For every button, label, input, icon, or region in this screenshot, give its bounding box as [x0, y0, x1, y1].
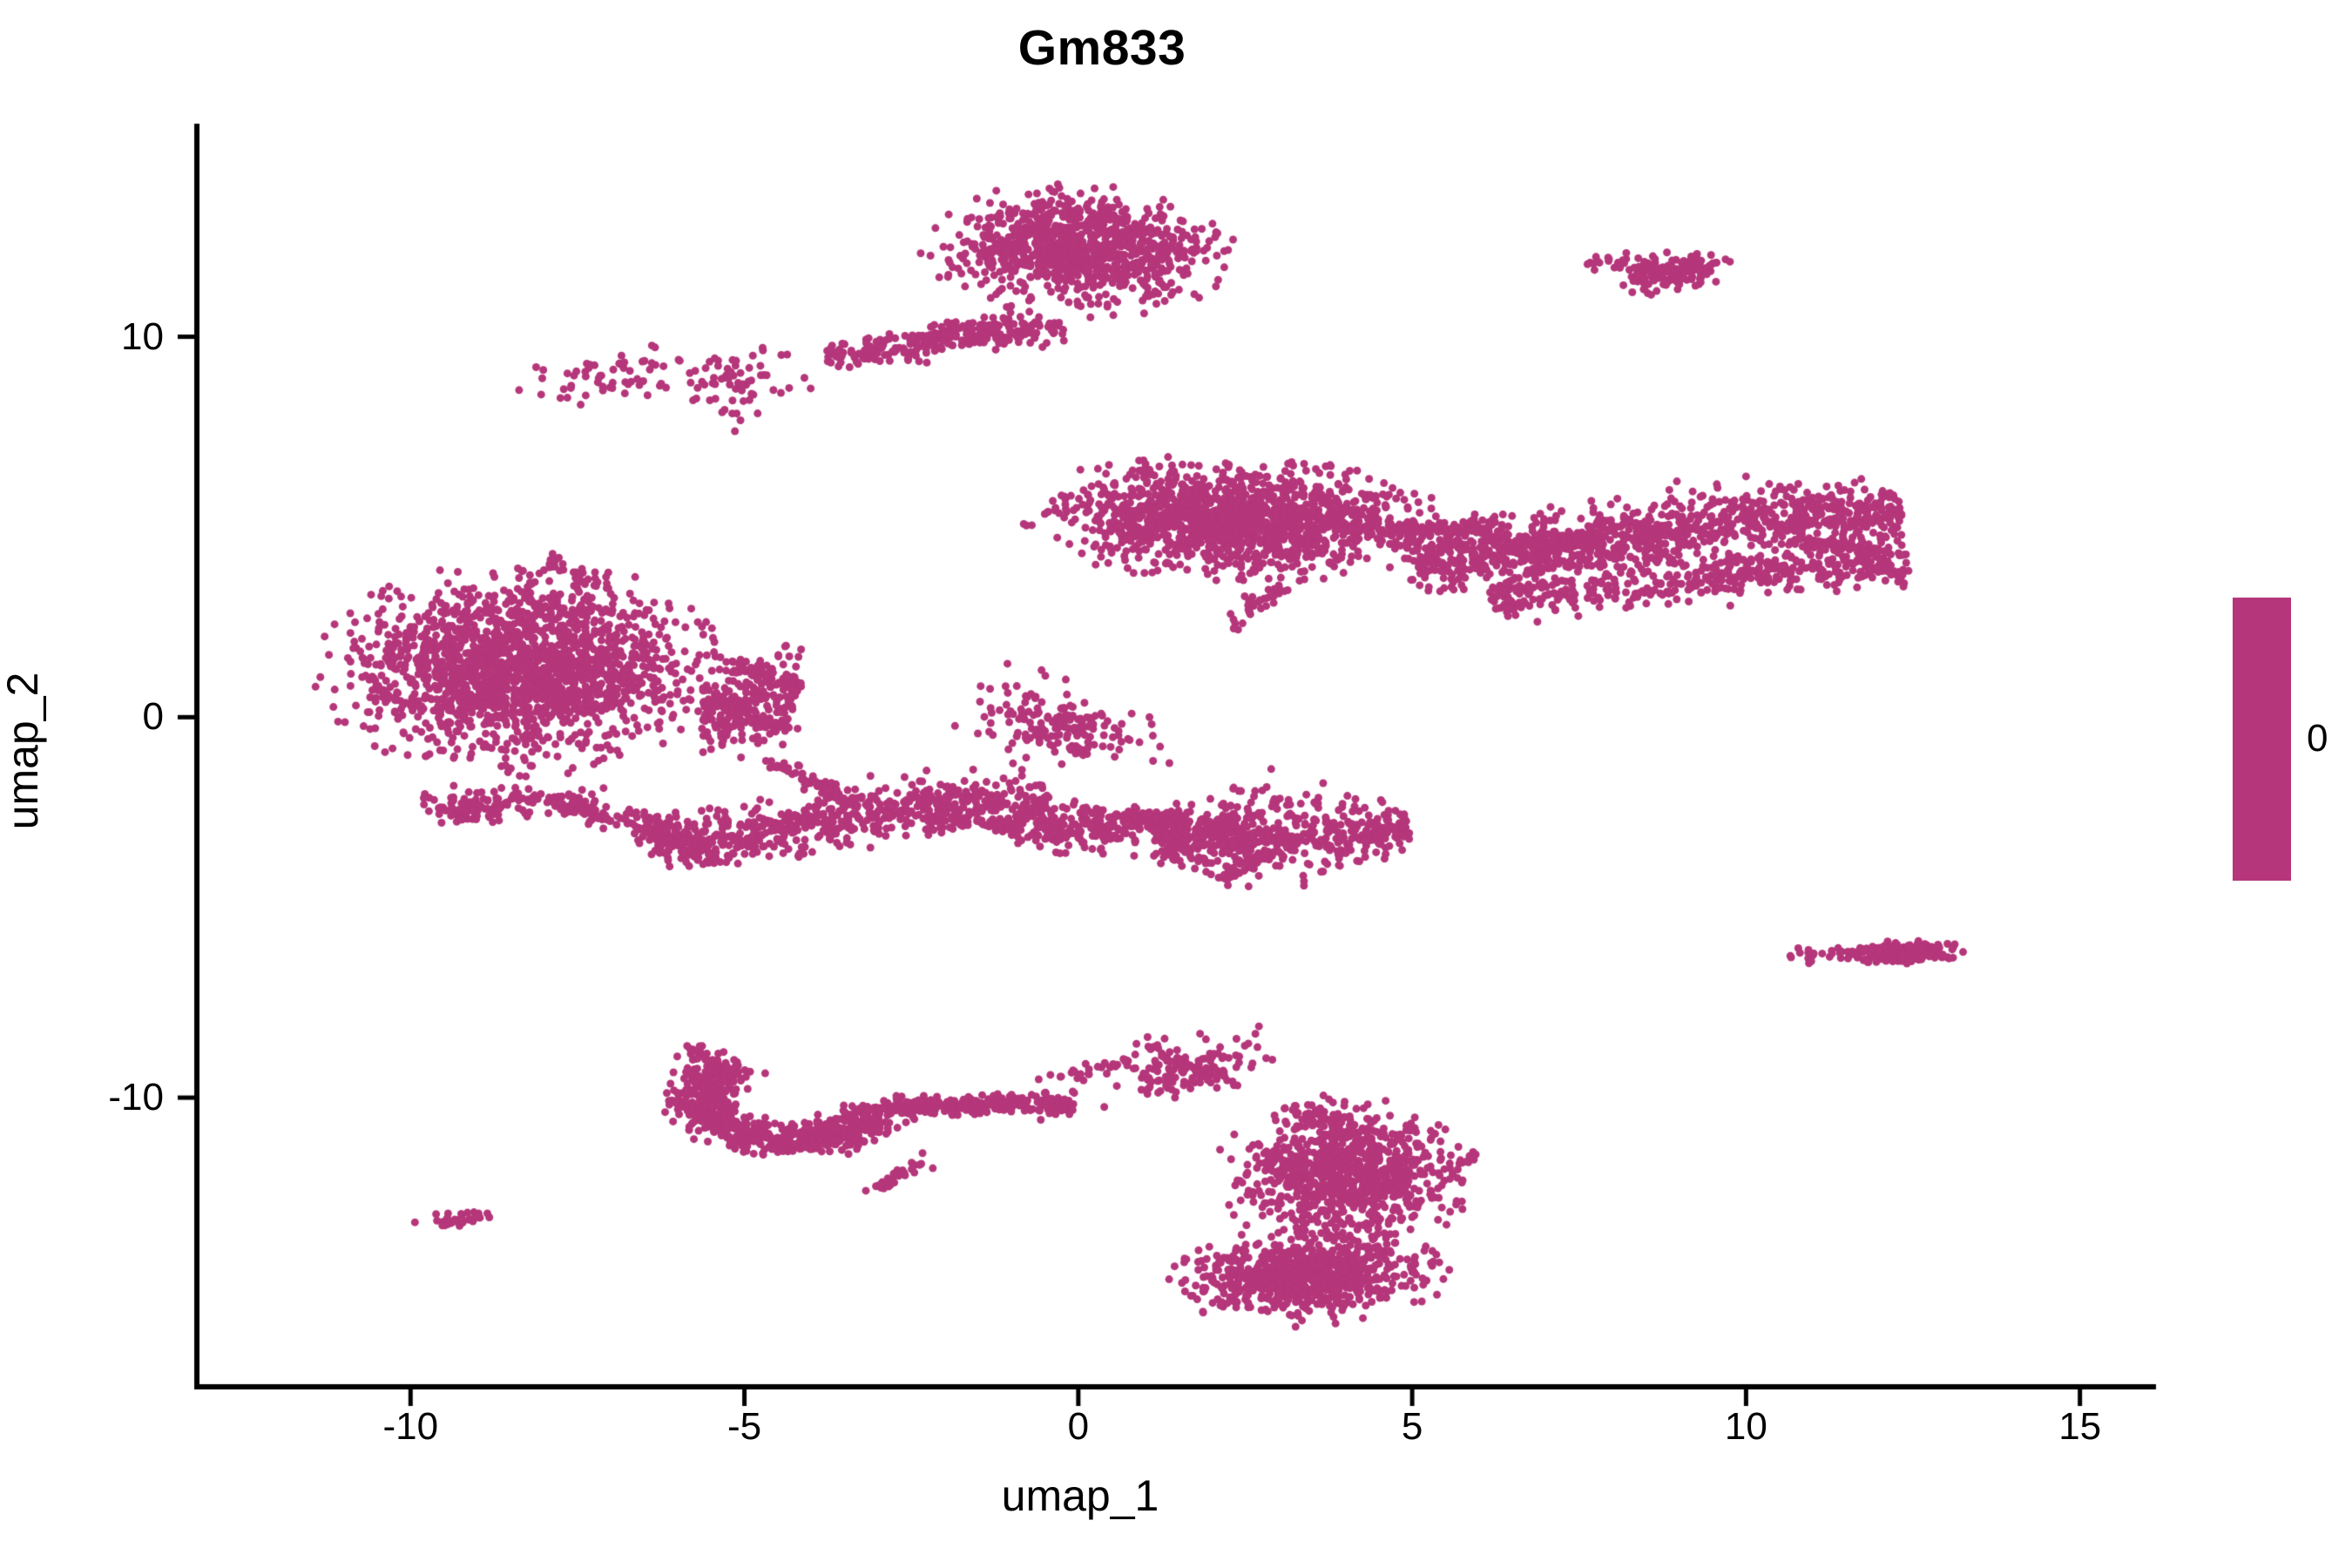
y-tick-label: 0 — [142, 695, 164, 739]
x-tick-label: -10 — [382, 1405, 439, 1448]
x-axis-label: umap_1 — [1001, 1471, 1159, 1520]
y-tick-label: 10 — [121, 314, 164, 358]
colorbar-tick-label: 0 — [2307, 717, 2328, 760]
colorbar-legend — [2233, 598, 2291, 881]
x-tick-label: 10 — [1724, 1405, 1767, 1448]
x-tick-label: 15 — [2058, 1405, 2102, 1448]
x-tick-label: -5 — [727, 1405, 762, 1448]
y-axis-label: umap_2 — [0, 672, 47, 830]
x-tick-label: 5 — [1401, 1405, 1423, 1448]
y-tick-label: -10 — [108, 1076, 164, 1119]
x-tick-label: 0 — [1067, 1405, 1090, 1448]
